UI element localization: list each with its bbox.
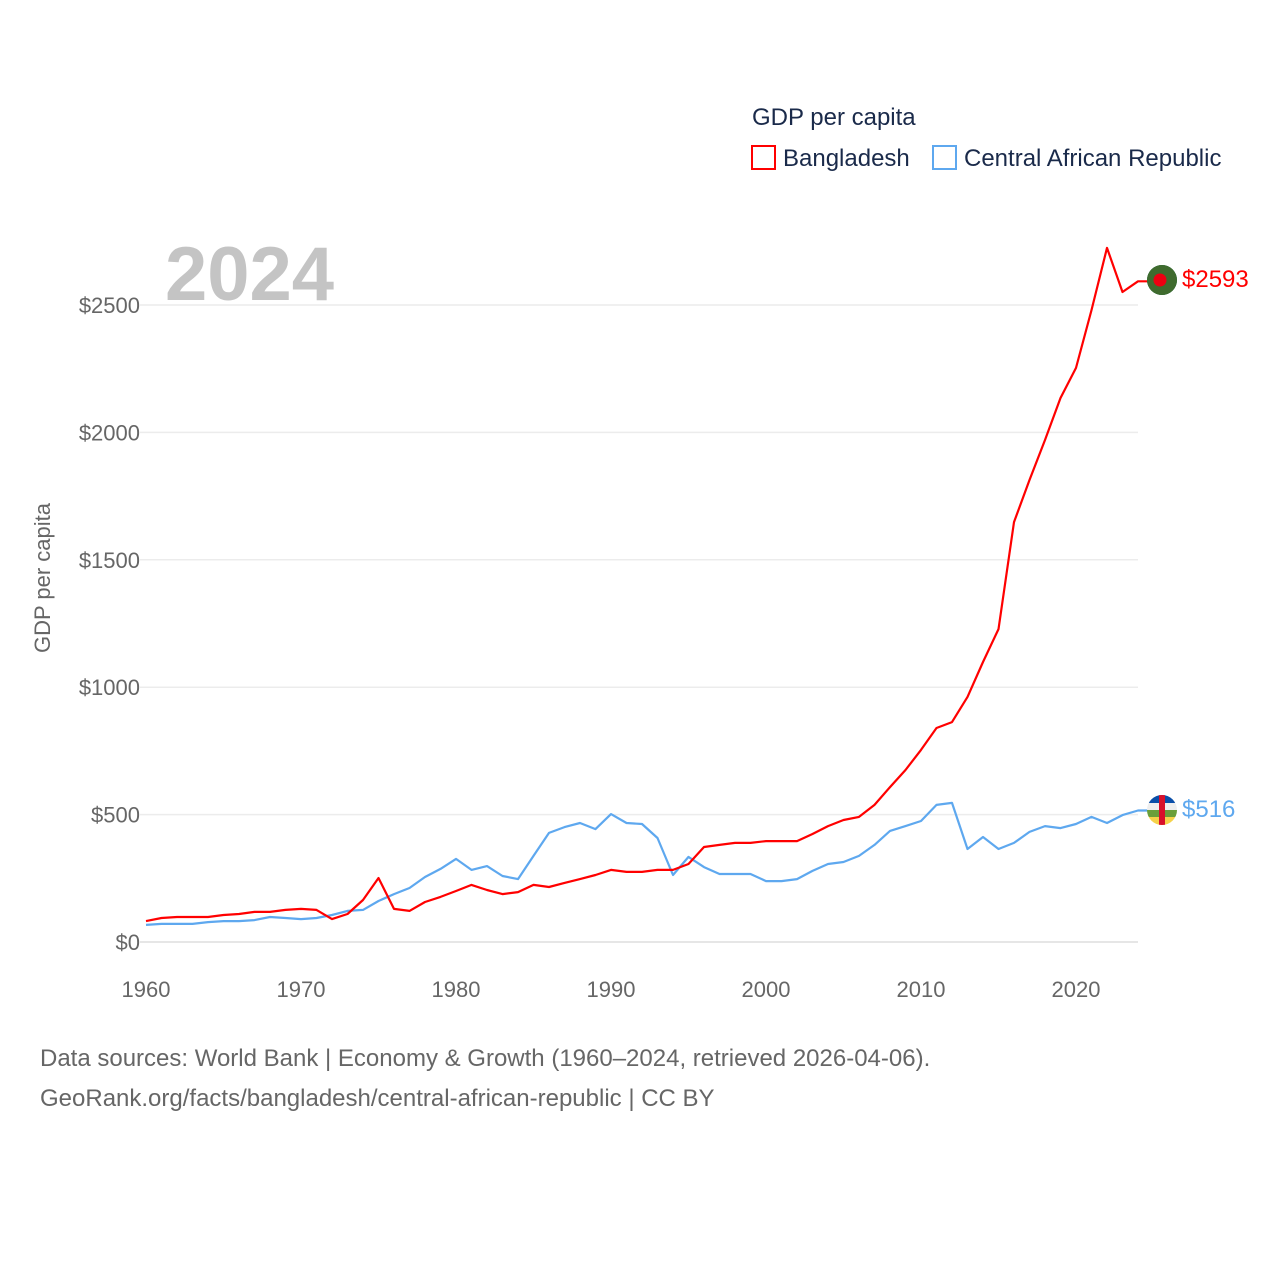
series-line-bangladesh: [145, 246, 1148, 923]
legend-label-bangladesh[interactable]: Bangladesh: [783, 145, 910, 172]
year-watermark: 2024: [165, 232, 334, 317]
footer-sources: Data sources: World Bank | Economy & Gro…: [40, 1045, 931, 1072]
y-tick-label: $2000: [79, 420, 140, 445]
legend: GDP per capita Bangladesh Central Africa…: [751, 104, 1221, 172]
x-tick-label: 1960: [122, 977, 171, 1002]
central-african-republic-flag-icon: [1147, 795, 1177, 825]
legend-swatch-bangladesh: [751, 145, 776, 170]
y-axis-label: GDP per capita: [30, 502, 55, 653]
bangladesh-flag-icon: [1147, 265, 1177, 295]
legend-swatch-car: [932, 145, 957, 170]
x-tick-label: 1980: [432, 977, 481, 1002]
series-line-central-african-republic: [145, 801, 1148, 926]
bangladesh-end-label: $2593: [1182, 266, 1249, 293]
x-tick-label: 2010: [897, 977, 946, 1002]
y-tick-label: $0: [116, 930, 140, 955]
x-tick-label: 1970: [277, 977, 326, 1002]
legend-title: GDP per capita: [752, 104, 916, 131]
x-tick-label: 1990: [587, 977, 636, 1002]
y-axis-ticks: $0 $500 $1000 $1500 $2000 $2500: [79, 293, 140, 955]
footer-attribution: GeoRank.org/facts/bangladesh/central-afr…: [40, 1085, 715, 1112]
series-lines: [145, 246, 1148, 926]
car-end-label: $516: [1182, 796, 1235, 823]
grid-lines: [140, 304, 1138, 943]
x-tick-label: 2000: [742, 977, 791, 1002]
legend-label-car[interactable]: Central African Republic: [964, 145, 1221, 172]
x-axis-ticks: 1960 1970 1980 1990 2000 2010 2020: [122, 977, 1101, 1002]
y-tick-label: $2500: [79, 293, 140, 318]
x-tick-label: 2020: [1052, 977, 1101, 1002]
y-tick-label: $1000: [79, 675, 140, 700]
y-tick-label: $500: [91, 803, 140, 828]
y-tick-label: $1500: [79, 548, 140, 573]
